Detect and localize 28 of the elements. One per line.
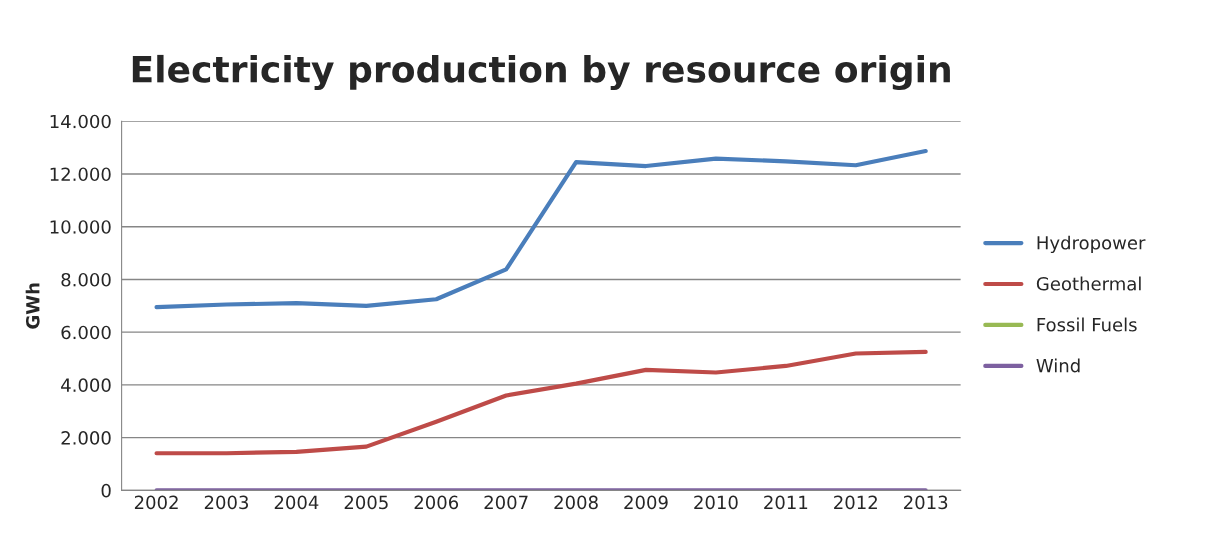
y-tick-label: 10.000	[50, 220, 111, 234]
x-tick-label: 2009	[624, 495, 668, 510]
x-tick-label: 2002	[134, 495, 178, 510]
x-tick-label: 2008	[554, 495, 598, 510]
legend-label: Hydropower	[1037, 235, 1146, 254]
legend-label: Geothermal	[1036, 276, 1141, 291]
y-tick-label: 4.000	[61, 378, 111, 393]
x-tick-label: 2003	[204, 495, 249, 510]
legend-label: Wind	[1036, 358, 1080, 373]
x-tick-label: 2012	[834, 495, 877, 510]
y-tick-label: 2.000	[61, 431, 111, 445]
chart-title: Electricity production by resource origin	[132, 54, 950, 91]
legend-label: Fossil Fuels	[1037, 317, 1137, 332]
x-tick-label: 2011	[764, 495, 808, 510]
y-tick-label: 6.000	[61, 325, 111, 340]
line-series	[154, 349, 928, 456]
line-series	[154, 148, 928, 310]
x-tick-label: 2006	[414, 495, 459, 510]
x-tick-label: 2005	[344, 495, 388, 510]
x-tick-label: 2013	[904, 495, 948, 510]
y-axis-title: GWh	[25, 283, 40, 329]
x-tick-label: 2007	[484, 495, 528, 510]
y-tick-label: 12.000	[50, 167, 111, 182]
y-tick-label: 0	[101, 483, 111, 498]
y-tick-label: 14.000	[50, 114, 111, 129]
x-tick-label: 2004	[274, 495, 319, 510]
y-tick-label: 8.000	[61, 272, 111, 287]
x-tick-label: 2010	[694, 495, 738, 510]
